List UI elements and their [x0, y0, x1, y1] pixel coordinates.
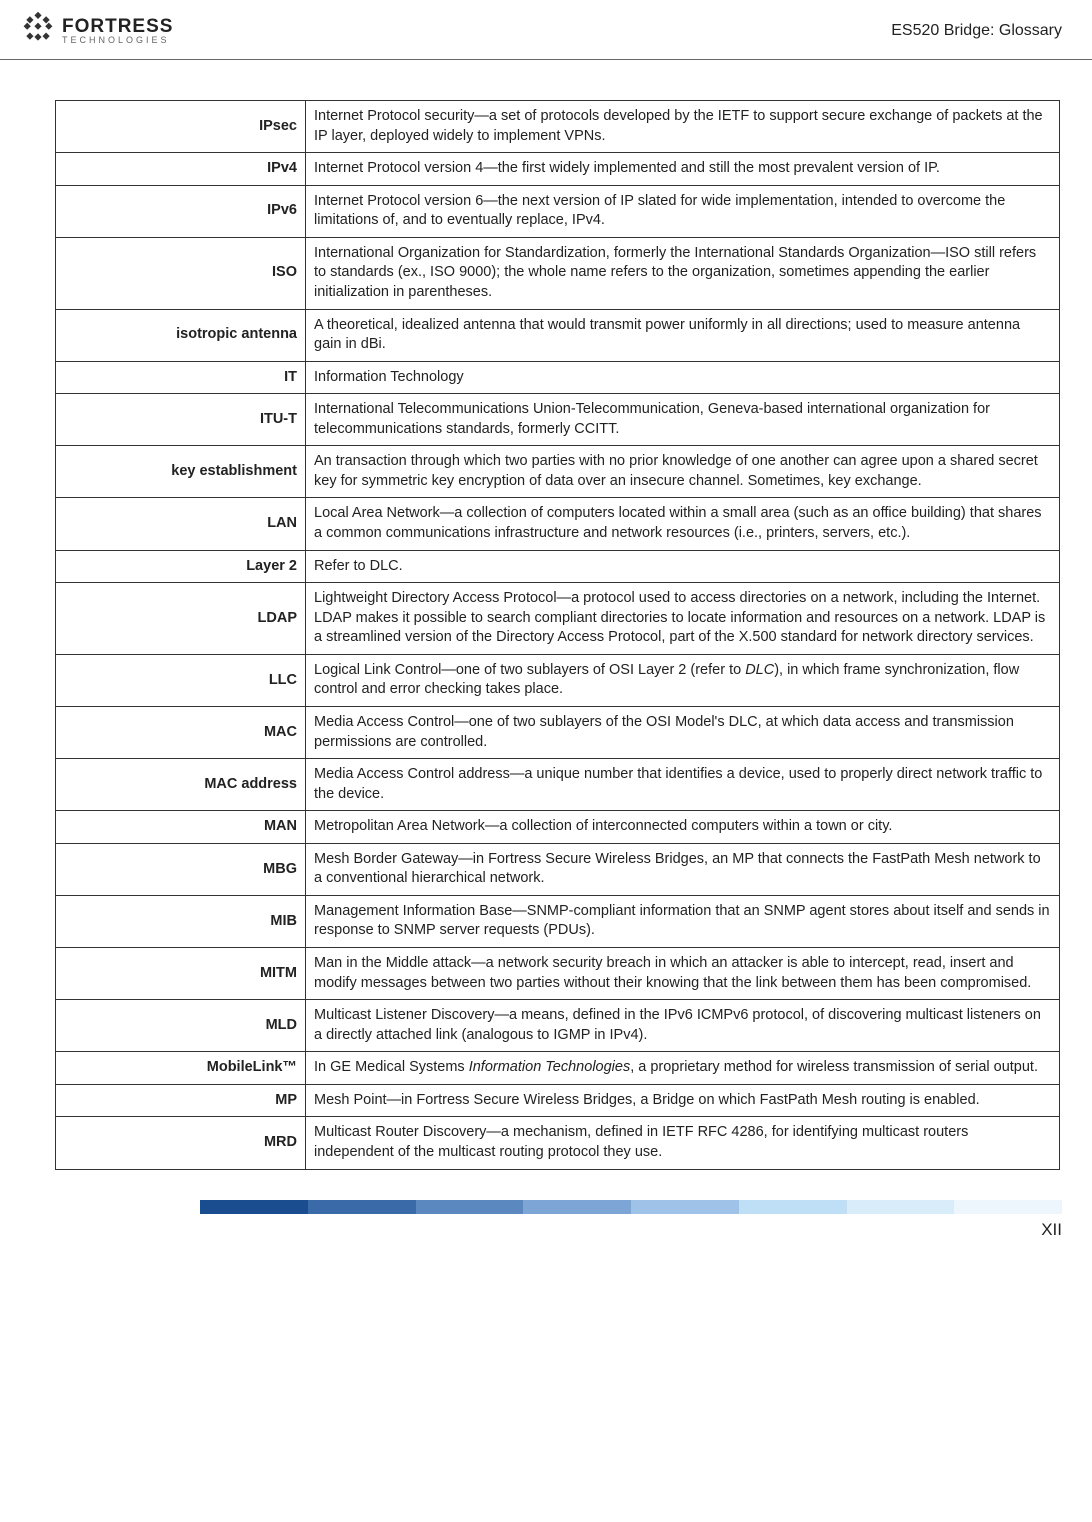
glossary-definition: Media Access Control—one of two sublayer…	[306, 706, 1060, 758]
table-row: IPv4Internet Protocol version 4—the firs…	[56, 153, 1060, 186]
logo-text: FORTRESS TECHNOLOGIES	[62, 17, 173, 45]
table-row: MRDMulticast Router Discovery—a mechanis…	[56, 1117, 1060, 1169]
glossary-term: MAC	[56, 706, 306, 758]
glossary-term: LDAP	[56, 583, 306, 655]
glossary-table: IPsecInternet Protocol security—a set of…	[55, 100, 1060, 1170]
table-row: ISOInternational Organization for Standa…	[56, 237, 1060, 309]
glossary-definition: International Telecommunications Union-T…	[306, 394, 1060, 446]
glossary-definition: Refer to DLC.	[306, 550, 1060, 583]
page-header: FORTRESS TECHNOLOGIES ES520 Bridge: Glos…	[0, 0, 1092, 60]
glossary-definition: Media Access Control address—a unique nu…	[306, 759, 1060, 811]
glossary-definition: Management Information Base—SNMP-complia…	[306, 895, 1060, 947]
glossary-term: MP	[56, 1084, 306, 1117]
logo: FORTRESS TECHNOLOGIES	[20, 10, 173, 51]
table-row: LANLocal Area Network—a collection of co…	[56, 498, 1060, 550]
table-row: MAC addressMedia Access Control address—…	[56, 759, 1060, 811]
footer-segment	[200, 1200, 308, 1214]
glossary-definition: Internet Protocol version 6—the next ver…	[306, 185, 1060, 237]
footer-segment	[954, 1200, 1062, 1214]
glossary-term: IPsec	[56, 101, 306, 153]
glossary-definition: Internet Protocol security—a set of prot…	[306, 101, 1060, 153]
glossary-term: ITU-T	[56, 394, 306, 446]
table-row: MITMMan in the Middle attack—a network s…	[56, 948, 1060, 1000]
glossary-definition: Multicast Listener Discovery—a means, de…	[306, 1000, 1060, 1052]
table-row: MLDMulticast Listener Discovery—a means,…	[56, 1000, 1060, 1052]
table-row: IPsecInternet Protocol security—a set of…	[56, 101, 1060, 153]
table-row: IPv6Internet Protocol version 6—the next…	[56, 185, 1060, 237]
glossary-definition: Mesh Border Gateway—in Fortress Secure W…	[306, 843, 1060, 895]
glossary-term: MLD	[56, 1000, 306, 1052]
document-title: ES520 Bridge: Glossary	[891, 22, 1062, 40]
table-row: MACMedia Access Control—one of two subla…	[56, 706, 1060, 758]
glossary-definition: Logical Link Control—one of two sublayer…	[306, 654, 1060, 706]
table-row: MPMesh Point—in Fortress Secure Wireless…	[56, 1084, 1060, 1117]
glossary-term: key establishment	[56, 446, 306, 498]
glossary-term: IPv4	[56, 153, 306, 186]
footer-segment	[631, 1200, 739, 1214]
footer-segment	[308, 1200, 416, 1214]
glossary-definition: Information Technology	[306, 361, 1060, 394]
table-row: LLCLogical Link Control—one of two subla…	[56, 654, 1060, 706]
glossary-definition: An transaction through which two parties…	[306, 446, 1060, 498]
footer-segment	[847, 1200, 955, 1214]
table-row: LDAPLightweight Directory Access Protoco…	[56, 583, 1060, 655]
table-row: MIBManagement Information Base—SNMP-comp…	[56, 895, 1060, 947]
table-row: ITInformation Technology	[56, 361, 1060, 394]
footer-segment	[416, 1200, 524, 1214]
glossary-definition: Metropolitan Area Network—a collection o…	[306, 811, 1060, 844]
glossary-term: MBG	[56, 843, 306, 895]
table-row: Layer 2Refer to DLC.	[56, 550, 1060, 583]
footer-segment	[523, 1200, 631, 1214]
table-row: MBGMesh Border Gateway—in Fortress Secur…	[56, 843, 1060, 895]
glossary-term: ISO	[56, 237, 306, 309]
page-number: XII	[0, 1214, 1092, 1260]
glossary-term: MAC address	[56, 759, 306, 811]
glossary-term: isotropic antenna	[56, 309, 306, 361]
glossary-term: IPv6	[56, 185, 306, 237]
glossary-definition: Multicast Router Discovery—a mechanism, …	[306, 1117, 1060, 1169]
glossary-term: MobileLink™	[56, 1052, 306, 1085]
glossary-term: MIB	[56, 895, 306, 947]
glossary-definition: Local Area Network—a collection of compu…	[306, 498, 1060, 550]
table-row: key establishmentAn transaction through …	[56, 446, 1060, 498]
logo-main: FORTRESS	[62, 17, 173, 36]
glossary-definition: In GE Medical Systems Information Techno…	[306, 1052, 1060, 1085]
glossary-definition: A theoretical, idealized antenna that wo…	[306, 309, 1060, 361]
glossary-term: Layer 2	[56, 550, 306, 583]
glossary-term: MAN	[56, 811, 306, 844]
table-row: MobileLink™In GE Medical Systems Informa…	[56, 1052, 1060, 1085]
footer-segment	[739, 1200, 847, 1214]
glossary-term: IT	[56, 361, 306, 394]
glossary-term: LAN	[56, 498, 306, 550]
glossary-definition: Man in the Middle attack—a network secur…	[306, 948, 1060, 1000]
glossary-term: LLC	[56, 654, 306, 706]
glossary-definition: Lightweight Directory Access Protocol—a …	[306, 583, 1060, 655]
fortress-logo-icon	[20, 10, 56, 51]
glossary-term: MRD	[56, 1117, 306, 1169]
glossary-term: MITM	[56, 948, 306, 1000]
logo-sub: TECHNOLOGIES	[62, 36, 173, 45]
table-row: ITU-TInternational Telecommunications Un…	[56, 394, 1060, 446]
table-row: MANMetropolitan Area Network—a collectio…	[56, 811, 1060, 844]
glossary-definition: Internet Protocol version 4—the first wi…	[306, 153, 1060, 186]
glossary-definition: International Organization for Standardi…	[306, 237, 1060, 309]
footer-bar	[200, 1200, 1062, 1214]
glossary-definition: Mesh Point—in Fortress Secure Wireless B…	[306, 1084, 1060, 1117]
table-row: isotropic antennaA theoretical, idealize…	[56, 309, 1060, 361]
